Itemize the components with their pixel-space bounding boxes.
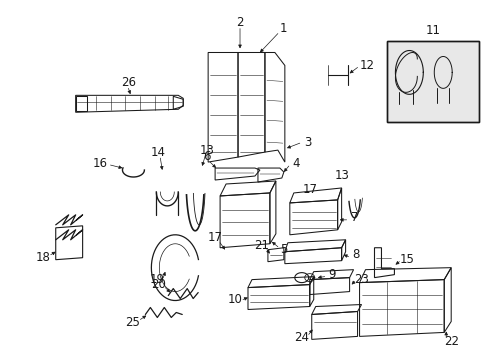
Text: 26: 26	[121, 76, 136, 89]
Text: 8: 8	[351, 248, 359, 261]
Text: 4: 4	[291, 157, 299, 170]
Text: 5: 5	[280, 243, 287, 256]
Text: 22: 22	[443, 335, 458, 348]
Text: 24: 24	[294, 331, 308, 344]
Text: 13: 13	[333, 168, 348, 181]
Text: 15: 15	[399, 253, 414, 266]
Text: 14: 14	[150, 145, 165, 159]
Text: 11: 11	[425, 24, 440, 37]
Text: 7: 7	[350, 211, 358, 224]
Text: 16: 16	[93, 157, 108, 170]
Text: 21: 21	[254, 239, 269, 252]
Text: 2: 2	[236, 16, 244, 29]
Text: 25: 25	[125, 316, 140, 329]
Text: 17: 17	[302, 184, 317, 197]
Text: 17: 17	[207, 231, 222, 244]
FancyBboxPatch shape	[386, 41, 478, 122]
Text: 9: 9	[327, 268, 335, 281]
Text: 20: 20	[151, 278, 165, 291]
Text: 13: 13	[199, 144, 214, 157]
Text: 19: 19	[149, 273, 164, 286]
Text: 6: 6	[203, 150, 210, 163]
Text: 1: 1	[280, 22, 287, 35]
Text: 12: 12	[359, 59, 374, 72]
Text: 3: 3	[304, 136, 311, 149]
Text: 18: 18	[35, 251, 50, 264]
Text: 23: 23	[353, 273, 368, 286]
Text: 10: 10	[227, 293, 242, 306]
